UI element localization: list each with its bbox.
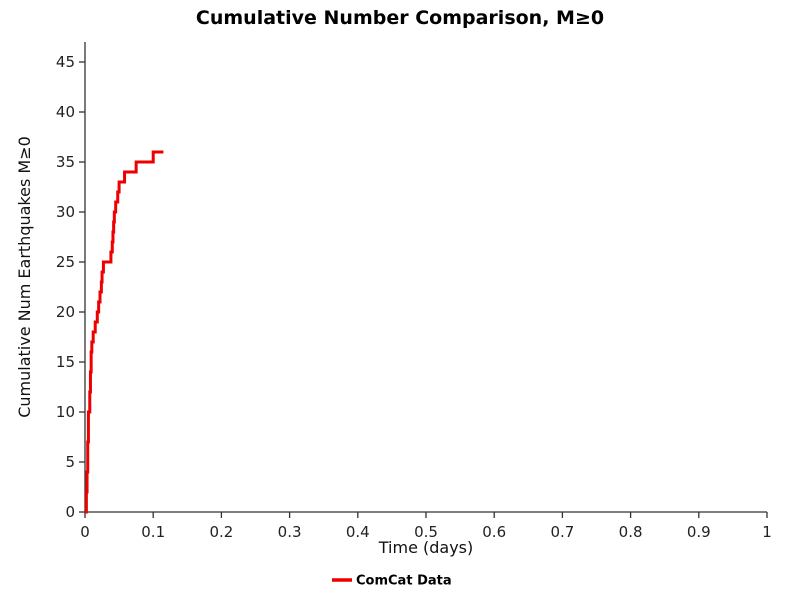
x-tick-label: 0.1 xyxy=(141,523,165,541)
y-tick-label: 0 xyxy=(65,503,75,521)
y-tick-label: 10 xyxy=(56,403,75,421)
data-series-line xyxy=(84,150,164,514)
y-axis-label: Cumulative Num Earthquakes M≥0 xyxy=(15,136,34,418)
x-tick-label: 0.2 xyxy=(209,523,233,541)
y-tick-label: 45 xyxy=(56,53,75,71)
y-tick-label: 5 xyxy=(65,453,75,471)
x-tick-label: 1 xyxy=(762,523,772,541)
legend: ComCat Data xyxy=(332,574,452,589)
x-tick-label: 0.9 xyxy=(687,523,711,541)
y-tick-label: 15 xyxy=(56,353,75,371)
y-tick-label: 20 xyxy=(56,303,75,321)
chart-title: Cumulative Number Comparison, M≥0 xyxy=(196,7,604,29)
legend-label: ComCat Data xyxy=(356,574,452,589)
y-tick-label: 35 xyxy=(56,153,75,171)
y-tick-label: 40 xyxy=(56,103,75,121)
y-tick-label: 25 xyxy=(56,253,75,271)
x-tick-label: 0.6 xyxy=(482,523,506,541)
y-tick-label: 30 xyxy=(56,203,75,221)
x-tick-label: 0.3 xyxy=(278,523,302,541)
x-tick-label: 0.8 xyxy=(619,523,643,541)
x-axis-label: Time (days) xyxy=(378,538,474,557)
x-tick-label: 0.5 xyxy=(414,523,438,541)
x-tick-label: 0.4 xyxy=(346,523,370,541)
x-tick-label: 0.7 xyxy=(550,523,574,541)
x-tick-label: 0 xyxy=(80,523,90,541)
